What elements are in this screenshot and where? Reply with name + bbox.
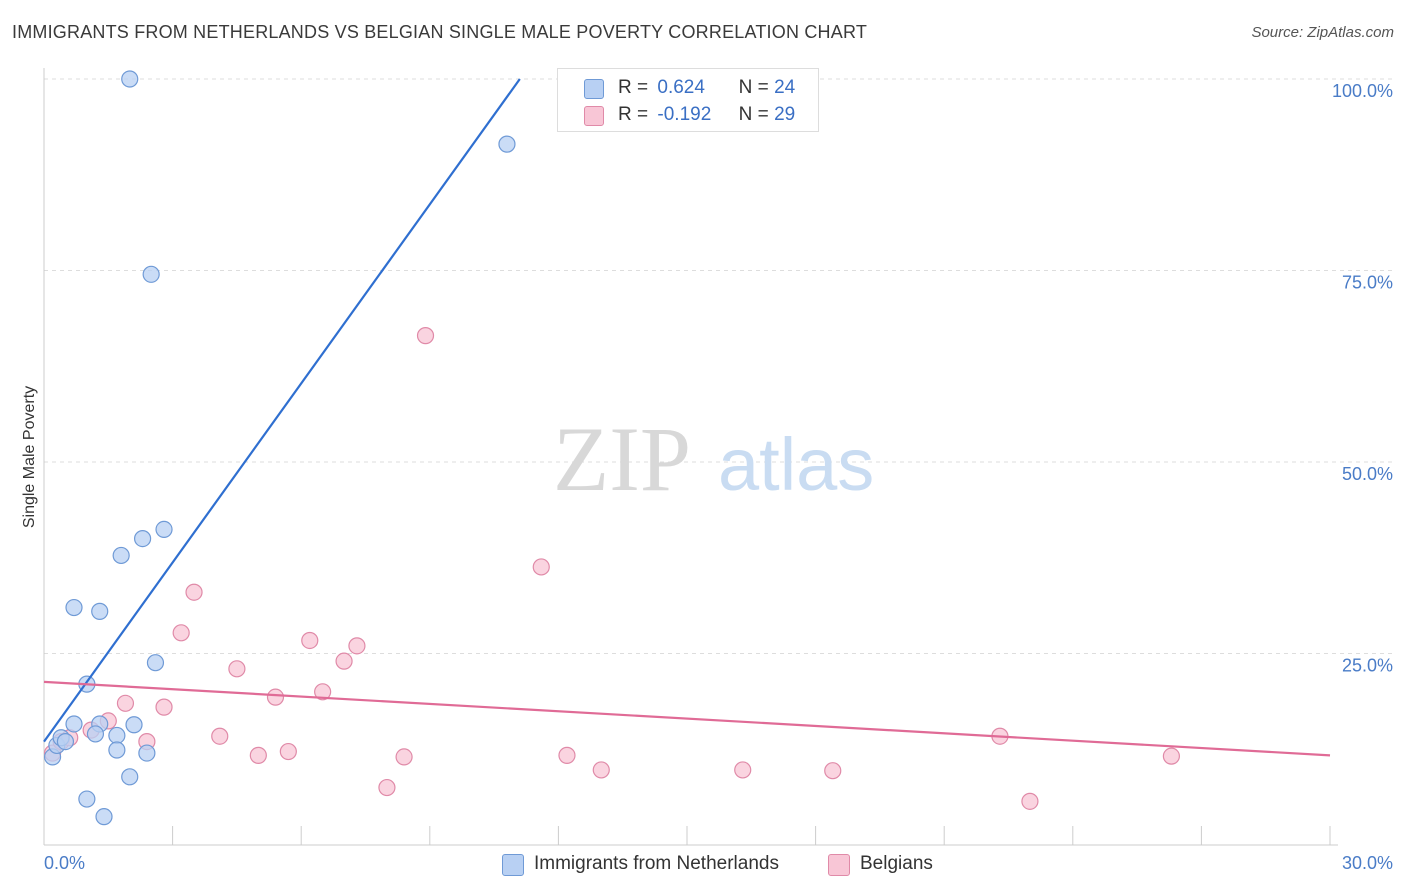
legend-n-label: N = [738, 104, 769, 125]
x-tick-labels: 0.0% 30.0% [44, 853, 1393, 873]
netherlands-point [498, 135, 516, 153]
watermark-zip: ZIP [553, 408, 691, 510]
belgians-point [185, 583, 203, 601]
netherlands-trendline [43, 78, 521, 743]
belgians-trendline [43, 680, 1331, 757]
legend-n-value: 29 [774, 104, 796, 125]
belgians-point [1162, 747, 1180, 765]
chart-title: IMMIGRANTS FROM NETHERLANDS VS BELGIAN S… [12, 22, 868, 42]
grid-lines [44, 78, 1393, 654]
y-tick-label: 50.0% [1342, 464, 1393, 484]
netherlands-point [155, 520, 173, 539]
legend-r-label: R = [618, 77, 649, 98]
netherlands-point [91, 602, 109, 620]
netherlands-point [108, 741, 126, 759]
belgians-point [592, 761, 610, 779]
netherlands-point [65, 598, 83, 617]
netherlands-point [86, 725, 105, 743]
belgians-point [824, 762, 842, 780]
netherlands-point [146, 654, 165, 672]
series-legend-label: Immigrants from Netherlands [534, 853, 779, 874]
source-label: Source: ZipAtlas.com [1251, 24, 1394, 41]
legend-swatch-blue [584, 79, 604, 99]
belgians-point [348, 637, 366, 655]
belgians-point [211, 727, 229, 745]
y-tick-label: 100.0% [1332, 81, 1393, 101]
netherlands-point [133, 529, 152, 548]
belgians-point [155, 698, 173, 716]
y-tick-labels: 25.0% 50.0% 75.0% 100.0% [1332, 81, 1393, 676]
x-tick-label: 0.0% [44, 853, 85, 873]
y-tick-label: 25.0% [1342, 656, 1393, 676]
legend-r-value: 0.624 [657, 77, 705, 98]
netherlands-point [95, 808, 113, 826]
netherlands-point [112, 546, 130, 565]
belgians-point [558, 746, 576, 764]
belgians-point [378, 778, 396, 797]
belgians-point [416, 327, 435, 345]
x-tick-label: 30.0% [1342, 853, 1393, 873]
belgians-point [301, 631, 319, 650]
series-legend-label: Belgians [860, 853, 933, 874]
trendlines [43, 78, 1331, 757]
netherlands-point [78, 790, 96, 808]
belgians-point [279, 742, 297, 761]
legend-r-label: R = [618, 104, 649, 125]
netherlands-point [121, 768, 139, 786]
y-tick-label: 75.0% [1342, 273, 1393, 293]
belgians-point [116, 694, 135, 712]
legend-swatch-pink [584, 106, 604, 126]
belgians-point [314, 683, 332, 701]
belgians-point [1021, 792, 1039, 810]
legend-r-value: -0.192 [657, 104, 712, 125]
y-axis-label: Single Male Poverty [21, 386, 38, 528]
series-swatch-blue [502, 854, 524, 876]
belgians-point [228, 660, 246, 678]
netherlands-point [142, 265, 160, 283]
belgians-point [172, 624, 190, 642]
x-ticks [172, 826, 1331, 845]
netherlands-point [108, 726, 126, 745]
netherlands-point [65, 715, 83, 733]
netherlands-point [121, 70, 139, 88]
series-legend: Immigrants from Netherlands Belgians [0, 852, 1406, 878]
axes [43, 68, 1338, 846]
legend-n-value: 24 [774, 77, 796, 98]
belgians-point [734, 761, 752, 779]
belgians-point [249, 746, 267, 764]
series-swatch-pink [828, 854, 850, 876]
belgians-point [395, 748, 413, 766]
correlation-legend: R = 0.624 N = 24 R = -0.192 N = 29 [557, 68, 819, 132]
legend-n-label: N = [738, 77, 769, 98]
watermark: ZIP atlas [553, 408, 874, 510]
belgians-point [335, 652, 353, 670]
belgians-point [266, 688, 285, 706]
netherlands-point [125, 716, 143, 734]
watermark-atlas: atlas [718, 423, 874, 506]
belgians-point [532, 558, 550, 576]
netherlands-point [138, 744, 156, 762]
netherlands-point [56, 732, 75, 751]
